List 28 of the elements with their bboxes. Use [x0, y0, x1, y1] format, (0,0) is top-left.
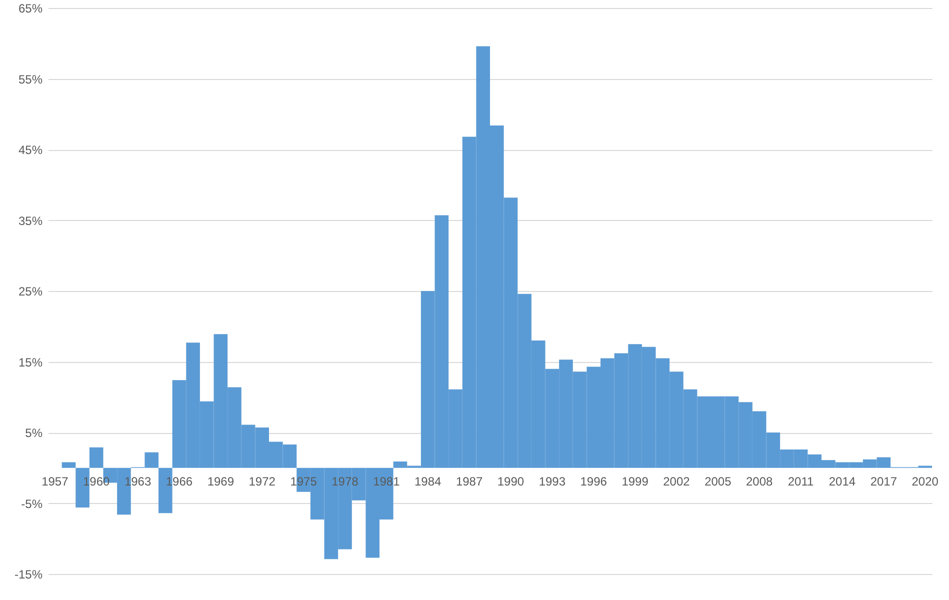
x-tick-label: 2002 — [663, 474, 690, 488]
y-tick-label: 35% — [18, 214, 43, 228]
y-tick-label: 25% — [18, 284, 43, 298]
x-tick-label: 2008 — [746, 474, 774, 488]
y-tick-label: 15% — [18, 355, 43, 370]
x-tick-label: 1969 — [207, 474, 234, 488]
x-tick-label: 1972 — [248, 474, 276, 488]
bar — [62, 462, 76, 468]
x-tick-label: 2017 — [870, 474, 898, 488]
x-tick-label: 1999 — [622, 474, 649, 488]
x-tick-label: 1996 — [580, 474, 608, 488]
y-tick-label: -15% — [14, 568, 43, 582]
y-tick-label: -5% — [21, 496, 43, 511]
x-tick-label: 1984 — [414, 474, 442, 488]
x-tick-label: 1993 — [538, 474, 566, 488]
y-tick-label: 5% — [25, 426, 43, 440]
x-tick-label: 2011 — [788, 474, 814, 488]
y-tick-label: 55% — [18, 72, 43, 86]
x-tick-label: 2005 — [704, 474, 732, 488]
y-tick-label: 65% — [18, 2, 43, 16]
x-tick-label: 1990 — [497, 474, 524, 488]
bar — [89, 447, 104, 468]
x-tick-label: 1987 — [456, 474, 483, 488]
y-tick-label: 45% — [18, 143, 43, 157]
x-tick-label: 1978 — [332, 474, 359, 488]
x-tick-label: 2014 — [828, 474, 856, 488]
x-tick-label: 2020 — [912, 474, 939, 488]
x-tick-label: 1957 — [42, 474, 69, 488]
